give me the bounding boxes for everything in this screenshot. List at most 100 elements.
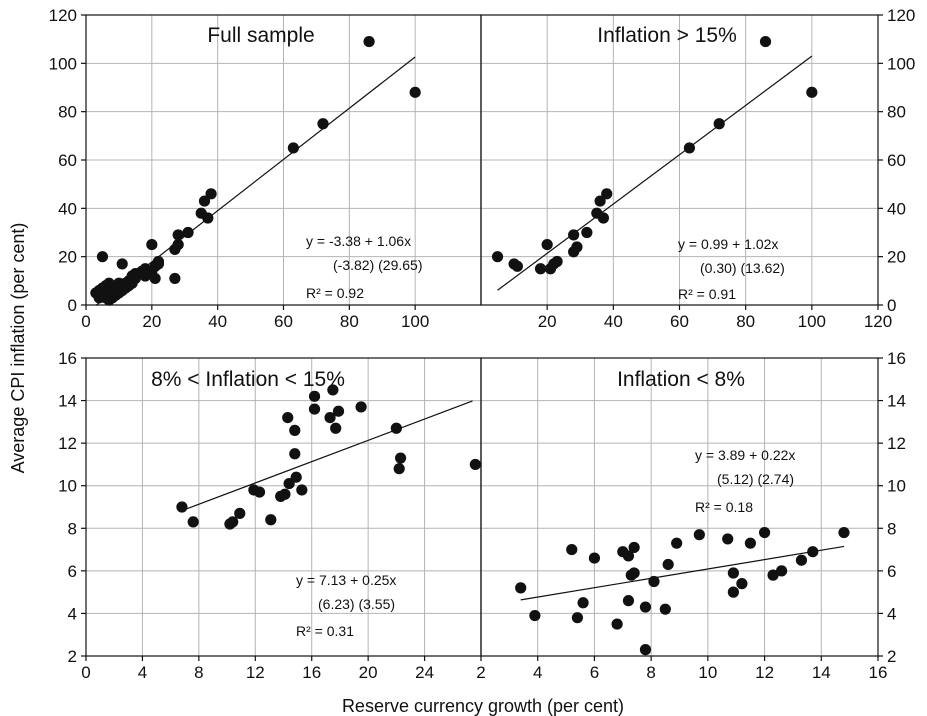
x-tick-label: 40	[604, 312, 623, 331]
panel-frame	[85, 357, 482, 657]
data-point	[409, 86, 421, 98]
x-tick-label: 80	[736, 312, 755, 331]
y-tick-label: 60	[887, 151, 906, 170]
y-tick-label: 8	[887, 519, 896, 538]
y-tick-label: 60	[58, 151, 77, 170]
data-point	[187, 516, 199, 528]
data-point	[515, 582, 527, 594]
regression-tstats: (-3.82) (29.65)	[333, 257, 422, 273]
data-point	[363, 35, 375, 48]
data-point	[390, 422, 402, 434]
x-tick-label: 12	[755, 663, 774, 682]
regression-equation: y = -3.38 + 1.06x	[306, 233, 411, 249]
regression-equation: y = 7.13 + 0.25x	[296, 572, 396, 588]
panel-frame	[480, 357, 879, 657]
panel-title: 8% < Inflation < 15%	[151, 368, 345, 391]
data-point	[736, 578, 748, 590]
y-tick-label: 0	[887, 296, 896, 315]
y-tick-label: 10	[887, 477, 906, 496]
x-tick-label: 16	[302, 663, 321, 682]
panel-2: 0 20 40 60 80 100 120 20 40 60 80 100 120 Inflation >…	[480, 6, 915, 331]
data-point	[152, 255, 165, 268]
data-point	[551, 255, 563, 268]
data-point	[394, 452, 407, 464]
y-tick-label: 6	[887, 562, 896, 581]
x-tick-label: 20	[142, 312, 161, 331]
data-point	[838, 526, 850, 539]
data-point	[628, 567, 640, 579]
data-point	[355, 401, 367, 413]
panel-title: Full sample	[207, 24, 314, 47]
data-point	[289, 424, 301, 436]
x-tick-label: 8	[646, 663, 655, 682]
y-tick-label: 16	[58, 349, 77, 368]
data-point	[671, 537, 683, 549]
regression-line	[181, 400, 473, 512]
regression-tstats: (5.12) (2.74)	[717, 471, 794, 487]
y-tick-label: 2	[887, 647, 896, 666]
data-point	[628, 541, 640, 554]
y-tick-label: 14	[887, 392, 906, 411]
data-point	[205, 188, 217, 200]
data-point	[146, 238, 158, 251]
data-point	[683, 142, 696, 154]
data-point	[727, 567, 739, 579]
data-point	[534, 263, 547, 275]
data-point	[639, 601, 652, 613]
y-tick-label: 40	[887, 199, 906, 218]
data-point	[324, 412, 336, 424]
regression-line	[520, 545, 845, 601]
y-tick-label: 10	[58, 477, 77, 496]
x-tick-label: 6	[590, 663, 599, 682]
x-tick-label: 8	[194, 663, 203, 682]
x-tick-label: 0	[81, 312, 90, 331]
data-point	[648, 575, 660, 588]
x-tick-label: 14	[812, 663, 831, 682]
data-point	[713, 118, 725, 130]
data-point	[662, 558, 674, 571]
y-tick-label: 120	[887, 6, 915, 25]
adjusted-r-squared: R² = 0.91	[678, 286, 736, 302]
regression-equation: y = 3.89 + 0.22x	[695, 447, 795, 463]
data-point	[581, 226, 593, 239]
data-point	[611, 618, 623, 630]
x-tick-label: 12	[246, 663, 265, 682]
x-tick-label: 4	[533, 663, 542, 682]
data-point	[172, 229, 184, 241]
regression-tstats: (0.30) (13.62)	[700, 260, 785, 276]
data-point	[744, 537, 756, 549]
data-point	[758, 526, 771, 539]
data-point	[169, 272, 181, 285]
data-point	[622, 595, 635, 607]
data-point	[308, 390, 321, 402]
panel-1: 0 20 40 60 80 100 120 0 20 40 60 80 100 Full sample y …	[49, 6, 482, 331]
y-tick-label: 20	[887, 248, 906, 267]
data-point	[282, 412, 294, 424]
regression-line	[497, 55, 813, 291]
data-point	[289, 448, 301, 460]
x-tick-label: 40	[208, 312, 227, 331]
data-point	[198, 195, 211, 207]
y-tick-label: 40	[58, 199, 77, 218]
data-point	[393, 463, 405, 475]
y-tick-label: 80	[887, 103, 906, 122]
data-point	[149, 272, 161, 285]
adjusted-r-squared: R² = 0.31	[296, 623, 354, 639]
adjusted-r-squared: R² = 0.92	[306, 285, 364, 301]
data-point	[529, 609, 541, 622]
y-tick-label: 12	[58, 434, 77, 453]
y-tick-label: 8	[68, 519, 77, 538]
x-tick-label: 100	[798, 312, 826, 331]
y-tick-label: 0	[68, 296, 77, 315]
data-point	[594, 195, 606, 207]
x-tick-label: 60	[670, 312, 689, 331]
data-point	[722, 533, 734, 545]
data-point	[290, 471, 302, 483]
x-tick-label: 100	[401, 312, 429, 331]
data-point	[330, 422, 342, 434]
data-point	[577, 597, 589, 609]
y-tick-label: 14	[58, 392, 77, 411]
